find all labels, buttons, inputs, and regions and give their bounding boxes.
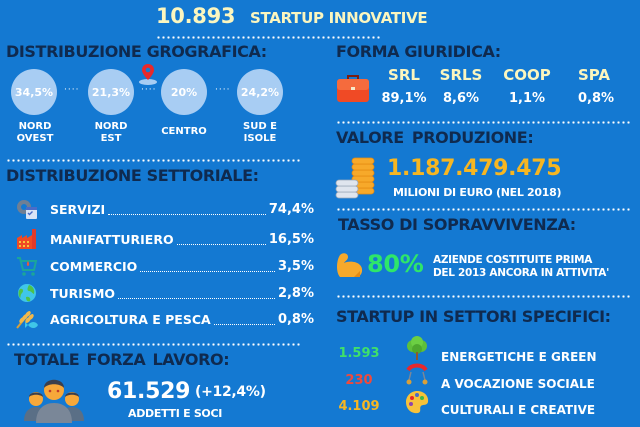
- specific-label: CULTURALI E CREATIVE: [441, 403, 596, 417]
- legal-form-name: SPA: [577, 66, 611, 84]
- legal-form-name: COOP: [503, 66, 551, 84]
- sector-label: TURISMO: [50, 285, 116, 301]
- specific-value-social: 230: [345, 373, 373, 388]
- startup-count: 10.893: [156, 4, 236, 28]
- dotted-leader: [213, 313, 275, 325]
- geo-value: 20%: [170, 85, 198, 99]
- geo-label-line: SUD E: [243, 121, 277, 132]
- geo-separator: ····: [215, 85, 231, 95]
- briefcase-icon: [337, 75, 369, 102]
- globe-icon: [14, 283, 40, 303]
- geo-value: 24,2%: [240, 85, 280, 99]
- legal-form-value: 89,1%: [381, 91, 427, 106]
- geographic-title: DISTRIBUZIONE GROGRAFICA:: [6, 42, 267, 61]
- factory-icon: [14, 229, 40, 249]
- page-title: STARTUP INNOVATIVE: [250, 9, 428, 27]
- geo-label-line: CENTRO: [161, 126, 207, 137]
- legal-form-name: SRLS: [439, 66, 483, 84]
- sector-row-commercio: COMMERCIO 3,5%: [14, 256, 314, 276]
- sector-label: AGRICOLTURA E PESCA: [50, 311, 211, 327]
- specific-value-cultural: 4.109: [338, 399, 380, 414]
- specific-label: ENERGETICHE E GREEN: [441, 350, 597, 364]
- production-title: VALORE PRODUZIONE:: [336, 128, 534, 147]
- workforce-title: TOTALE FORZA LAVORO:: [14, 350, 230, 369]
- sector-value: 0,8%: [277, 311, 314, 327]
- sector-value: 16,5%: [268, 231, 314, 247]
- survival-title: TASSO DI SOPRAVVIVENZA:: [338, 215, 576, 234]
- production-value: 1.187.479.475: [387, 156, 562, 181]
- survival-caption-line: AZIENDE COSTITUITE PRIMA: [433, 254, 593, 266]
- paint-palette-icon: [406, 391, 429, 414]
- geo-label-line: NORD: [18, 121, 52, 132]
- legal-form-value: 8,6%: [442, 91, 480, 106]
- tree-icon: [407, 336, 427, 360]
- sector-label: SERVIZI: [50, 201, 106, 217]
- geo-label-line: OVEST: [16, 133, 54, 144]
- geo-value: 21,3%: [91, 85, 131, 99]
- shopping-cart-icon: [14, 256, 40, 276]
- dotted-leader: [140, 260, 275, 272]
- sector-label: MANIFATTURIERO: [50, 231, 174, 247]
- workforce-value: 61.529: [107, 379, 191, 404]
- sector-value: 74,4%: [268, 201, 314, 217]
- geo-label-nord-ovest: NORD OVEST: [0, 121, 70, 145]
- survival-caption-line: DEL 2013 ANCORA IN ATTIVITA': [433, 267, 609, 279]
- sector-row-servizi: SERVIZI 74,4%: [14, 199, 314, 219]
- sector-value: 3,5%: [277, 258, 314, 274]
- specific-label: A VOCAZIONE SOCIALE: [441, 377, 595, 391]
- divider: [156, 36, 380, 39]
- gear-checklist-icon: [14, 199, 40, 219]
- dotted-leader: [108, 203, 266, 215]
- survival-caption: AZIENDE COSTITUITE PRIMA DEL 2013 ANCORA…: [433, 254, 609, 280]
- map-pin-icon: [139, 64, 157, 85]
- legal-form-title: FORMA GIURIDICA:: [336, 42, 501, 61]
- wheat-fish-icon: [14, 309, 40, 329]
- geo-label-line: EST: [100, 133, 122, 144]
- sector-value: 2,8%: [277, 285, 314, 301]
- geo-circle-nord-est: 21,3%: [88, 69, 134, 115]
- divider: [6, 343, 302, 346]
- geo-label-nord-est: NORD EST: [76, 121, 146, 145]
- divider: [336, 121, 632, 124]
- specific-value-green: 1.593: [338, 346, 380, 361]
- sectors-title: DISTRIBUZIONE SETTORIALE:: [6, 166, 259, 185]
- geo-label-line: NORD: [94, 121, 128, 132]
- geo-circle-nord-ovest: 34,5%: [11, 69, 57, 115]
- geo-circle-centro: 20%: [161, 69, 207, 115]
- workforce-change: (+12,4%): [195, 384, 266, 400]
- sector-row-agricoltura-pesca: AGRICOLTURA E PESCA 0,8%: [14, 309, 314, 329]
- sector-row-turismo: TURISMO 2,8%: [14, 283, 314, 303]
- sector-label: COMMERCIO: [50, 258, 138, 274]
- geo-label-line: ISOLE: [243, 133, 277, 144]
- dotted-leader: [176, 233, 266, 245]
- legal-form-value: 0,8%: [577, 91, 615, 106]
- specific-title: STARTUP IN SETTORI SPECIFICI:: [336, 307, 611, 326]
- legal-form-name: SRL: [388, 66, 420, 84]
- production-caption: MILIONI DI EURO (NEL 2018): [393, 186, 562, 199]
- divider: [6, 159, 302, 162]
- divider: [336, 295, 632, 298]
- survival-value: 80%: [367, 250, 424, 278]
- flexed-arm-icon: [337, 253, 363, 277]
- dotted-leader: [118, 287, 275, 299]
- sector-row-manifatturiero: MANIFATTURIERO 16,5%: [14, 229, 314, 249]
- social-network-icon: [406, 363, 428, 385]
- geo-value: 34,5%: [14, 85, 54, 99]
- legal-form-value: 1,1%: [508, 91, 546, 106]
- geo-separator: ····: [64, 85, 80, 95]
- coins-stack-icon: [335, 157, 375, 199]
- divider: [336, 208, 632, 211]
- people-group-icon: [24, 379, 84, 423]
- workforce-caption: ADDETTI E SOCI: [128, 407, 223, 420]
- geo-circle-sud-isole: 24,2%: [237, 69, 283, 115]
- geo-label-centro: CENTRO: [149, 126, 219, 138]
- geo-label-sud-isole: SUD E ISOLE: [225, 121, 295, 145]
- geo-separator: ····: [141, 85, 157, 95]
